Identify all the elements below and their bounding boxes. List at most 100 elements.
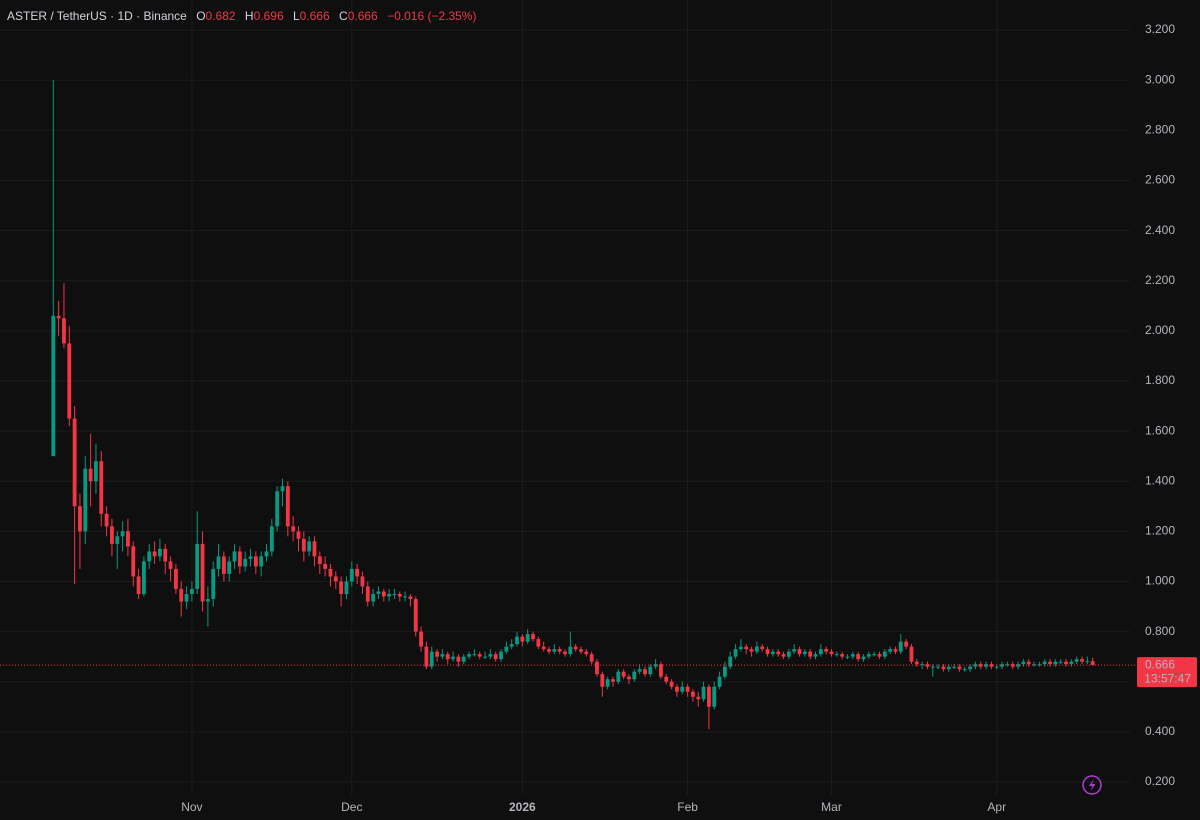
candle-body	[589, 654, 594, 662]
candle-body	[706, 686, 711, 707]
low-value: 0.666	[299, 9, 330, 23]
candle-body	[1090, 661, 1095, 666]
x-tick-label: Feb	[677, 800, 698, 814]
candle-body	[557, 649, 562, 652]
y-tick-label: 1.200	[1145, 524, 1175, 538]
candle-body	[605, 679, 610, 687]
candle-body	[909, 646, 914, 662]
candle-body	[403, 596, 408, 598]
candle-body	[749, 649, 754, 652]
grid	[0, 0, 1130, 795]
candle-body	[131, 546, 136, 577]
candle-body	[802, 651, 807, 655]
ohlc-label: H	[244, 9, 254, 23]
candle-body	[866, 654, 871, 657]
y-tick-label: 3.200	[1145, 22, 1175, 36]
candles	[0, 80, 1137, 730]
candle-body	[765, 649, 770, 655]
candle-body	[152, 551, 157, 557]
candle-body	[1010, 664, 1015, 667]
candle-body	[882, 651, 887, 657]
candle-body	[1016, 664, 1020, 667]
candle-body	[696, 696, 701, 700]
candle-body	[221, 556, 226, 574]
candle-body	[483, 656, 487, 658]
candle-body	[472, 654, 477, 656]
candle-body	[936, 666, 941, 668]
candle-body	[520, 636, 525, 642]
candle-body	[1080, 659, 1084, 662]
header: ASTER / TetherUS · 1D · Binance O0.682 H…	[7, 9, 476, 23]
candle-body	[525, 634, 530, 642]
candle-body	[547, 649, 551, 652]
candle-body	[786, 651, 791, 657]
candle-body	[552, 649, 557, 652]
candle-body	[387, 593, 392, 597]
candle-body	[541, 646, 546, 650]
candle-body	[728, 656, 733, 667]
candle-body	[664, 676, 669, 682]
candle-body	[179, 588, 184, 602]
candle-body	[317, 556, 322, 564]
y-tick-label: 1.800	[1145, 373, 1175, 387]
y-tick-label: 2.400	[1145, 223, 1175, 237]
candle-body	[312, 541, 317, 557]
x-tick-label: Nov	[181, 800, 202, 814]
candle-body	[1005, 664, 1010, 666]
candle-body	[621, 671, 626, 677]
candle-body	[829, 651, 834, 655]
candle-body	[989, 664, 994, 667]
candle-body	[493, 654, 498, 660]
lightning-button[interactable]	[1082, 775, 1102, 795]
candle-body	[280, 486, 285, 492]
candle-body	[834, 654, 839, 656]
candle-body	[824, 649, 829, 652]
candle-body	[914, 661, 919, 665]
candle-body	[365, 586, 370, 602]
candle-body	[259, 556, 264, 567]
candle-body	[1085, 661, 1090, 663]
candle-body	[339, 581, 344, 594]
candle-body	[680, 686, 685, 692]
candle-body	[627, 676, 631, 680]
candle-body	[126, 531, 130, 547]
candle-body	[669, 681, 674, 687]
candle-body	[376, 591, 381, 594]
candle-body	[888, 649, 893, 652]
y-tick-label: 2.800	[1145, 122, 1175, 136]
candle-body	[419, 631, 424, 647]
candle-body	[173, 568, 178, 589]
candle-body	[738, 646, 743, 650]
candle-body	[163, 548, 168, 562]
candle-body	[328, 568, 333, 577]
candle-body	[797, 649, 802, 655]
candle-body	[1053, 661, 1058, 665]
candle-body	[78, 506, 82, 532]
close-value: 0.666	[347, 9, 378, 23]
y-tick-label: 1.000	[1145, 574, 1175, 588]
candle-body	[147, 551, 152, 562]
candle-body	[504, 646, 509, 652]
candle-body	[216, 556, 221, 569]
y-tick-label: 0.400	[1145, 724, 1175, 738]
candle-body	[531, 634, 535, 640]
candle-body	[515, 636, 519, 645]
candle-body	[195, 543, 200, 589]
candle-body	[856, 654, 861, 660]
candle-body	[920, 664, 925, 666]
candle-body	[722, 666, 727, 677]
ohlc-label: O	[196, 9, 206, 23]
candle-body	[168, 561, 173, 569]
candle-body	[184, 593, 189, 602]
y-tick-label: 0.200	[1145, 774, 1175, 788]
candle-body	[440, 654, 445, 657]
candle-body	[110, 526, 114, 544]
candle-body	[488, 654, 493, 657]
candle-body	[952, 666, 957, 668]
candle-body	[371, 593, 376, 602]
candle-body	[744, 646, 749, 650]
candle-body	[760, 646, 765, 650]
